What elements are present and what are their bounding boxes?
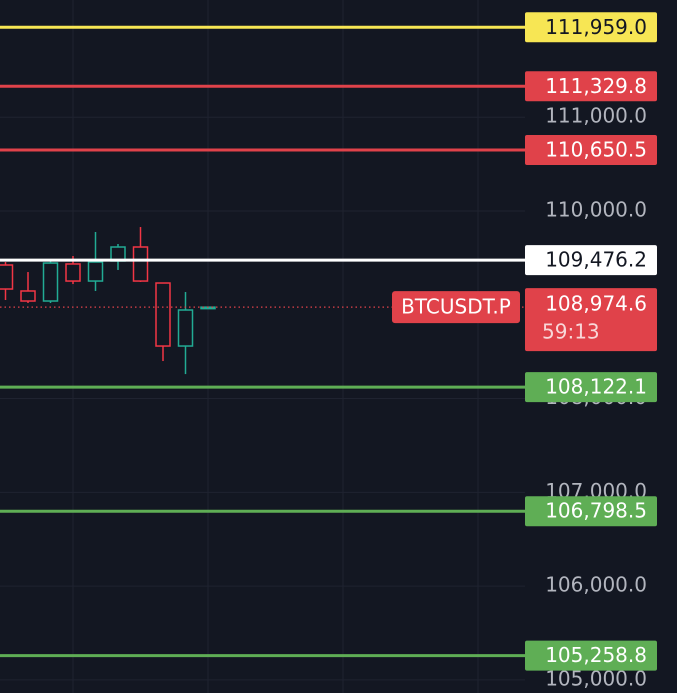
- candle-body: [42, 262, 59, 302]
- level-label-box: [525, 245, 657, 276]
- y-tick-label: 106,000.0: [545, 573, 647, 597]
- candle-body: [177, 309, 194, 347]
- level-label: 109,476.2: [545, 248, 647, 272]
- level-label-box: [525, 496, 657, 527]
- candle-body: [155, 282, 171, 347]
- candle-body: [87, 261, 104, 282]
- level-label-box: [525, 640, 657, 671]
- countdown-label: 59:13: [542, 320, 600, 344]
- last-price-box: [525, 288, 657, 352]
- last-price-label: 108,974.6: [545, 292, 647, 316]
- level-label: 110,650.5: [545, 137, 647, 161]
- candle-body: [20, 290, 36, 302]
- level-label: 105,258.8: [545, 643, 647, 667]
- candle-body: [65, 263, 81, 282]
- level-label: 108,122.1: [545, 375, 647, 399]
- level-label-box: [525, 12, 657, 43]
- level-label-box: [525, 134, 657, 165]
- symbol-box: [392, 291, 520, 324]
- level-label: 111,329.8: [545, 74, 647, 98]
- y-tick-label: 111,000.0: [545, 104, 647, 128]
- y-tick-label: 110,000.0: [545, 197, 647, 221]
- candle-body: [0, 264, 14, 290]
- level-label: 111,959.0: [545, 15, 647, 39]
- level-label-box: [525, 372, 657, 403]
- level-label-box: [525, 71, 657, 102]
- level-label: 106,798.5: [545, 499, 647, 523]
- candle-body: [132, 246, 149, 282]
- symbol-label: BTCUSDT.P: [401, 295, 511, 319]
